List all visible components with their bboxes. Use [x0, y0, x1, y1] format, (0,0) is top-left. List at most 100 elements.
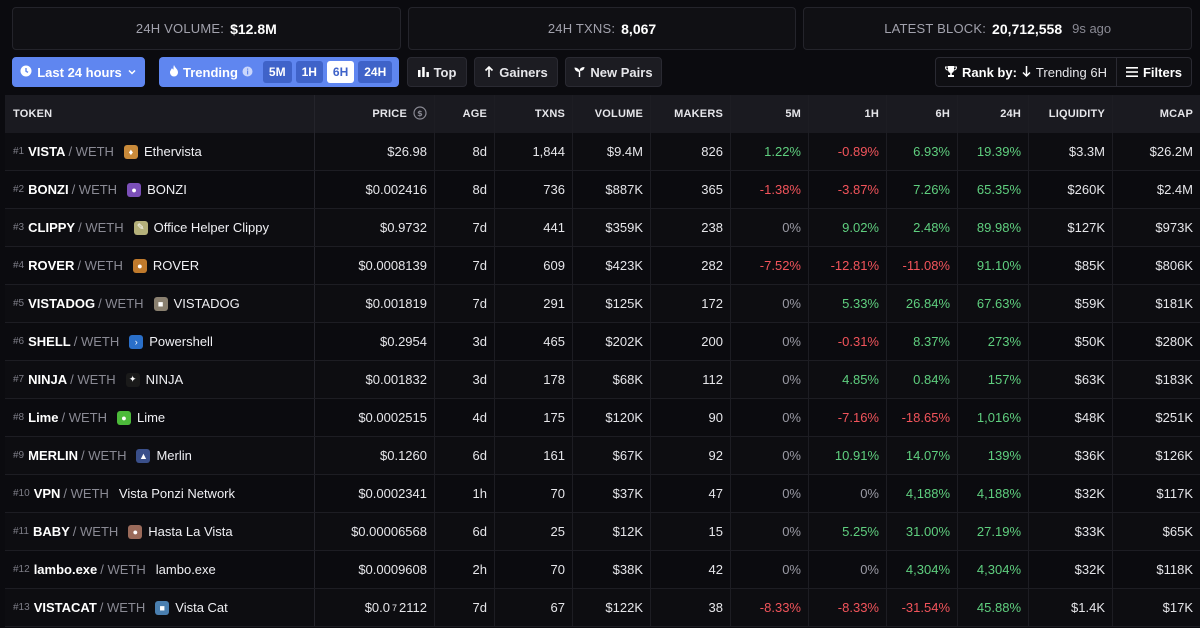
- token-cell: #12 lambo.exe / WETH lambo.exe: [5, 551, 315, 588]
- change-5m-cell: -7.52%: [731, 247, 809, 284]
- table-row[interactable]: #4 ROVER / WETH ● ROVER $0.0008139 7d 60…: [5, 247, 1200, 285]
- col-txns[interactable]: TXNS: [495, 95, 573, 133]
- change-1h-cell: -3.87%: [809, 171, 887, 208]
- col-token[interactable]: TOKEN: [5, 95, 315, 133]
- table-row[interactable]: #8 Lime / WETH ● Lime $0.0002515 4d 175 …: [5, 399, 1200, 437]
- token-cell: #5 VISTADOG / WETH ■ VISTADOG: [5, 285, 315, 322]
- change-1h-cell: 0%: [809, 475, 887, 512]
- volume-cell: $120K: [573, 399, 651, 436]
- liquidity-cell: $63K: [1029, 361, 1113, 398]
- quote-pair: / WETH: [63, 486, 109, 501]
- filters-button[interactable]: Filters: [1116, 57, 1192, 87]
- top-button[interactable]: Top: [407, 57, 467, 87]
- price-cell: $0.0009608: [315, 551, 435, 588]
- price-cell: $0.002416: [315, 171, 435, 208]
- gainers-button[interactable]: Gainers: [474, 57, 558, 87]
- mcap-cell: $117K: [1156, 486, 1193, 501]
- col-price[interactable]: PRICE $: [315, 95, 435, 133]
- change-5m-cell: 0%: [731, 209, 809, 246]
- col-5m[interactable]: 5M: [731, 95, 809, 133]
- trend-chip-1h[interactable]: 1H: [295, 61, 323, 83]
- txns-cell: 291: [495, 285, 573, 322]
- mcap-cell: $251K: [1155, 410, 1193, 425]
- makers-cell: 90: [651, 399, 731, 436]
- price-value: $0.001819: [365, 296, 427, 311]
- col-1h[interactable]: 1H: [809, 95, 887, 133]
- col-6h[interactable]: 6H: [887, 95, 958, 133]
- price-value: $0.00006568: [351, 524, 427, 539]
- quote-pair: / WETH: [68, 144, 114, 159]
- trophy-icon: [945, 65, 958, 80]
- token-name: Ethervista: [143, 144, 202, 159]
- new-pairs-button[interactable]: New Pairs: [565, 57, 662, 87]
- rank-number: #6: [13, 336, 25, 347]
- table-row[interactable]: #11 BABY / WETH ● Hasta La Vista $0.0000…: [5, 513, 1200, 551]
- quote-pair: / WETH: [78, 220, 124, 235]
- txns-cell: 1,844: [495, 133, 573, 170]
- age-cell: 8d: [435, 133, 495, 170]
- trend-chip-5m[interactable]: 5M: [262, 61, 292, 83]
- col-makers[interactable]: MAKERS: [651, 95, 731, 133]
- price-value: $0.1260: [380, 448, 427, 463]
- token-table: TOKEN PRICE $ AGE TXNS VOLUME MAKERS 5M …: [5, 95, 1200, 627]
- table-row[interactable]: #10 VPN / WETH Vista Ponzi Network $0.00…: [5, 475, 1200, 513]
- token-cell: #9 MERLIN / WETH ▲ Merlin: [5, 437, 315, 474]
- col-age[interactable]: AGE: [435, 95, 495, 133]
- timeframe-dropdown[interactable]: Last 24 hours: [12, 57, 145, 87]
- change-1h-cell: -8.33%: [809, 589, 887, 626]
- rank-number: #13: [13, 602, 30, 613]
- stat-value: 20,712,558: [992, 20, 1063, 37]
- liquidity-cell: $36K: [1029, 437, 1113, 474]
- txns-cell: 25: [495, 513, 573, 550]
- change-6h-cell: 26.84%: [887, 285, 958, 322]
- col-24h[interactable]: 24H: [958, 95, 1029, 133]
- token-name: Hasta La Vista: [148, 524, 233, 539]
- table-row[interactable]: #6 SHELL / WETH › Powershell $0.2954 3d …: [5, 323, 1200, 361]
- trend-chip-6h[interactable]: 6H: [326, 61, 355, 83]
- table-row[interactable]: #13 VISTACAT / WETH ■ Vista Cat $0.0 7 211…: [5, 589, 1200, 627]
- table-row[interactable]: #3 CLIPPY / WETH ✎ Office Helper Clippy …: [5, 209, 1200, 247]
- quote-pair: / WETH: [72, 524, 119, 539]
- col-volume[interactable]: VOLUME: [573, 95, 651, 133]
- table-row[interactable]: #9 MERLIN / WETH ▲ Merlin $0.1260 6d 161…: [5, 437, 1200, 475]
- col-mcap[interactable]: MCAP: [1159, 108, 1193, 120]
- stat-24h-txns: 24H TXNS: 8,067: [407, 7, 797, 50]
- change-1h-cell: 5.25%: [809, 513, 887, 550]
- volume-cell: $68K: [573, 361, 651, 398]
- age-cell: 3d: [435, 323, 495, 360]
- table-row[interactable]: #5 VISTADOG / WETH ■ VISTADOG $0.001819 …: [5, 285, 1200, 323]
- price-value: $0.2954: [380, 334, 427, 349]
- token-name: lambo.exe: [155, 562, 216, 577]
- makers-cell: 47: [651, 475, 731, 512]
- token-symbol: BONZI: [28, 182, 69, 197]
- quote-pair: / WETH: [77, 258, 123, 273]
- change-5m-cell: 0%: [731, 285, 809, 322]
- txns-cell: 178: [495, 361, 573, 398]
- trending-button[interactable]: Trending: [169, 64, 253, 80]
- col-price-label: PRICE: [372, 108, 407, 120]
- change-5m-cell: 0%: [731, 399, 809, 436]
- txns-cell: 441: [495, 209, 573, 246]
- table-row[interactable]: #7 NINJA / WETH ✦ NINJA $0.001832 3d 178…: [5, 361, 1200, 399]
- trend-chip-24h[interactable]: 24H: [358, 61, 393, 83]
- quote-pair: / WETH: [80, 448, 127, 463]
- info-icon[interactable]: [242, 65, 253, 80]
- table-row[interactable]: #12 lambo.exe / WETH lambo.exe $0.000960…: [5, 551, 1200, 589]
- rank-number: #10: [13, 488, 30, 499]
- change-24h-cell: 19.39%: [958, 133, 1029, 170]
- rank-number: #7: [13, 374, 25, 385]
- table-row[interactable]: #1 VISTA / WETH ♦ Ethervista $26.98 8d 1…: [5, 133, 1200, 171]
- filter-lines-icon: [1125, 65, 1138, 80]
- token-symbol: VPN: [33, 486, 61, 501]
- makers-cell: 172: [651, 285, 731, 322]
- col-liquidity[interactable]: LIQUIDITY: [1029, 95, 1113, 133]
- table-row[interactable]: #2 BONZI / WETH ● BONZI $0.002416 8d 736…: [5, 171, 1200, 209]
- stat-value: 8,067: [621, 20, 657, 37]
- age-cell: 7d: [435, 285, 495, 322]
- volume-cell: $359K: [573, 209, 651, 246]
- token-symbol: CLIPPY: [28, 220, 76, 235]
- currency-toggle-icon[interactable]: $: [413, 105, 427, 123]
- rank-by-dropdown[interactable]: Rank by: Trending 6H: [935, 57, 1117, 87]
- price-suffix: 2112: [399, 600, 427, 615]
- change-24h-cell: 65.35%: [958, 171, 1029, 208]
